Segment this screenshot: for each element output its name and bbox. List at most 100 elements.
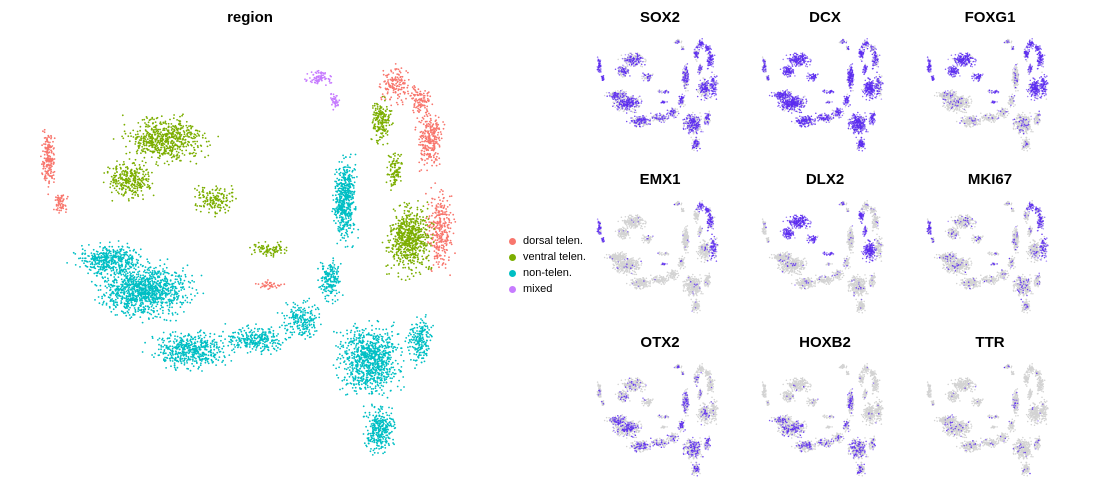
cell-point bbox=[257, 246, 260, 249]
cell-point bbox=[158, 151, 161, 154]
cell-point bbox=[142, 148, 145, 150]
cell-point bbox=[372, 119, 375, 121]
cell-point bbox=[133, 307, 136, 309]
cell-point bbox=[122, 187, 125, 190]
cell-point bbox=[219, 209, 222, 212]
cell-point bbox=[170, 136, 173, 139]
cell-point bbox=[143, 270, 145, 273]
cell-point bbox=[97, 296, 100, 298]
cell-point bbox=[431, 234, 434, 236]
cell-point bbox=[438, 144, 441, 147]
cell-point bbox=[81, 257, 84, 260]
cell-point bbox=[113, 260, 116, 263]
cell-point bbox=[427, 267, 430, 269]
cell-point bbox=[134, 158, 137, 161]
cell-point bbox=[124, 185, 127, 187]
cell-point bbox=[444, 263, 447, 266]
cell-point bbox=[188, 286, 191, 288]
cell-point bbox=[143, 175, 146, 178]
cell-point bbox=[149, 137, 152, 140]
cell-point bbox=[50, 158, 53, 161]
cell-point bbox=[426, 92, 429, 94]
cell-point bbox=[433, 221, 435, 224]
cell-point bbox=[149, 275, 152, 277]
cell-point bbox=[385, 120, 388, 122]
cell-point bbox=[377, 139, 380, 142]
cell-point bbox=[216, 192, 219, 194]
cell-point bbox=[171, 283, 174, 286]
cell-point bbox=[415, 240, 418, 243]
cell-point bbox=[382, 126, 385, 129]
cell-point bbox=[443, 204, 446, 207]
cell-point bbox=[443, 218, 446, 221]
cell-point bbox=[130, 262, 133, 265]
cell-point bbox=[163, 263, 166, 266]
cell-point bbox=[147, 308, 150, 311]
cell-point bbox=[441, 210, 443, 212]
cell-point bbox=[121, 183, 124, 186]
cell-point bbox=[372, 105, 374, 107]
cell-point bbox=[442, 247, 445, 250]
cell-point bbox=[97, 269, 100, 271]
cell-point bbox=[163, 127, 166, 130]
cell-point bbox=[157, 130, 160, 133]
cell-point bbox=[137, 283, 139, 286]
cell-point bbox=[123, 123, 126, 126]
cell-point bbox=[113, 176, 116, 179]
cell-point bbox=[217, 195, 220, 198]
cell-point bbox=[378, 128, 381, 131]
cell-point bbox=[119, 166, 122, 169]
cell-point bbox=[416, 247, 419, 250]
cell-point bbox=[428, 133, 431, 136]
cell-point bbox=[161, 292, 164, 294]
cell-point bbox=[128, 289, 130, 291]
cell-point bbox=[148, 318, 150, 320]
cell-point bbox=[406, 275, 409, 278]
cell-point bbox=[432, 144, 435, 147]
cell-point bbox=[124, 275, 127, 277]
cell-point bbox=[428, 265, 431, 268]
cell-point bbox=[83, 262, 85, 265]
cell-point bbox=[394, 63, 397, 65]
cell-point bbox=[159, 259, 162, 261]
cell-point bbox=[429, 138, 431, 140]
cell-point bbox=[145, 136, 147, 138]
cell-point bbox=[406, 237, 409, 240]
cell-point bbox=[151, 150, 154, 153]
cell-point bbox=[177, 156, 180, 159]
cell-point bbox=[375, 114, 377, 117]
cell-point bbox=[393, 264, 395, 267]
cell-point bbox=[216, 187, 219, 190]
cell-point bbox=[89, 269, 92, 271]
cell-point bbox=[374, 119, 377, 121]
cell-point bbox=[139, 263, 142, 266]
cell-point bbox=[378, 113, 381, 115]
cell-point bbox=[427, 131, 429, 134]
cell-point bbox=[394, 178, 397, 181]
cell-point bbox=[47, 169, 50, 172]
cell-point bbox=[423, 150, 426, 153]
cell-point bbox=[416, 99, 419, 102]
cell-point bbox=[130, 278, 133, 280]
cell-point bbox=[72, 251, 75, 254]
cell-point bbox=[48, 169, 51, 171]
cell-point bbox=[194, 136, 197, 139]
cell-point bbox=[148, 185, 151, 187]
cell-point bbox=[160, 115, 163, 118]
cell-point bbox=[390, 233, 393, 236]
cell-point bbox=[385, 132, 387, 135]
cell-point bbox=[399, 166, 402, 169]
cell-point bbox=[390, 227, 392, 229]
cell-point bbox=[140, 186, 143, 189]
cell-point bbox=[392, 122, 394, 125]
cell-point bbox=[268, 284, 271, 287]
cell-point bbox=[114, 172, 116, 175]
cell-point bbox=[374, 107, 377, 110]
cell-point bbox=[142, 173, 145, 176]
cell-point bbox=[418, 161, 421, 164]
cell-point bbox=[127, 198, 130, 200]
cell-point bbox=[177, 131, 179, 133]
cell-point bbox=[194, 360, 196, 363]
cell-point bbox=[283, 283, 286, 286]
cell-point bbox=[124, 312, 127, 314]
